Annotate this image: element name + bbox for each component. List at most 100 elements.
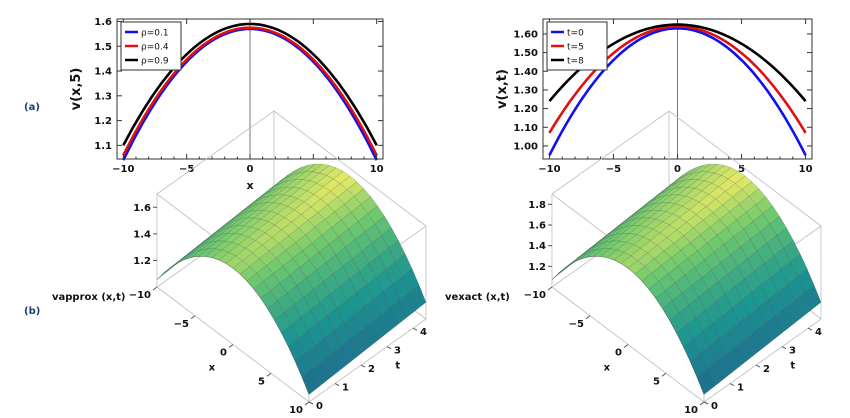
b-left-xtick-label: −10 [129,290,151,301]
b-left-xtick-label: 5 [258,376,265,387]
b-left-ttick-mark [386,346,392,350]
b-right-xtick-label: −5 [569,319,584,330]
a-right-legend-label-0: t=0 [567,29,584,39]
a-left-legend-label-0: ρ=0.1 [141,29,169,39]
b-right-ttick-label: 1 [737,383,744,394]
b-left-xtick-label: −5 [174,319,189,330]
a-left-ylabel: v(x,5) [69,68,84,111]
b-left-ttick-label: 0 [316,401,323,412]
b-right-box-edge [668,110,822,227]
b-right-surface-patch [765,315,783,342]
b-left-ttick-label: 1 [342,383,349,394]
b-right-xtick-mark [699,401,705,406]
b-right-surface-patch [794,292,812,319]
a-right-xtick-label: 5 [738,164,745,175]
b-right-ttick-mark [807,327,813,331]
b-right-surface-front-edge [551,256,705,395]
b-right-tlabel: t [790,360,795,371]
a-right-legend-label-2: t=8 [567,57,584,67]
b-right-surface-patch [735,338,754,365]
b-left-xlabel: x [209,362,216,373]
a-right-ytick-label: 1.00 [513,141,538,152]
b-right-surface-patch [716,353,734,380]
b-left-xtick-label: 0 [220,348,227,359]
b-right-surface-patch [784,300,802,326]
a-left-ytick-label: 1.5 [94,42,112,53]
b-left-ttick-mark [412,327,418,331]
b-right-surface-patch [774,307,793,334]
a-right-legend-label-1: t=5 [567,43,584,53]
a-left-xtick-label: 10 [370,164,384,175]
a-right-ytick-label: 1.50 [513,48,538,59]
b-right-ttick-label: 0 [711,401,718,412]
b-left-xtick-mark [266,372,272,377]
panel-label-a: (a) [24,102,40,113]
a-left-ytick-label: 1.6 [94,17,112,28]
b-left-box-edge [273,110,427,227]
a-right-series-1 [548,25,807,134]
b-right-xtick-label: 5 [653,376,660,387]
a-left-legend-label-1: ρ=0.4 [141,43,169,53]
b-left-xtick-mark [228,344,234,348]
b-right-xtick-mark [623,344,629,348]
b-left-tlabel: t [395,360,400,371]
b-right-ttick-mark [703,401,709,405]
a-right-ytick-label: 1.20 [513,104,538,115]
b-right-ttick-label: 4 [815,327,822,338]
a-left-xtick-label: −10 [112,164,134,175]
b-left-ztick-label: 1.4 [133,229,151,240]
b-right-ttick-mark [781,346,787,350]
b-right-surface-patch [804,284,822,311]
b-left-zlabel: vapprox (x,t) [52,292,126,303]
b-right-xtick-label: 10 [684,405,698,416]
b-right-xtick-mark [585,315,591,320]
b-left-ttick-label: 2 [368,364,375,375]
b-right-xtick-label: −10 [524,290,546,301]
a-right-legend: t=0 t=5 t=8 [546,21,608,71]
b-left-ttick-mark [334,383,340,387]
a-left-ytick-label: 1.4 [94,67,112,78]
a-right-xtick-label: 10 [799,164,813,175]
b-right-zlabel: vexact (x,t) [445,292,510,303]
b-right-ztick-label: 1.8 [528,200,546,211]
b-right-surface-patch [726,346,744,372]
b-left-ttick-mark [360,364,366,368]
b-left-xtick-mark [152,286,158,291]
b-left-surface-patch [301,369,320,395]
b-right-xtick-mark [661,372,667,377]
b-left-ztick-label: 1.2 [133,256,151,267]
a-left-legend: ρ=0.1 ρ=0.4 ρ=0.9 [120,21,182,71]
b-left-xtick-label: 10 [289,405,303,416]
b-right-box-edge [703,318,822,403]
b-right-ttick-label: 3 [789,346,796,357]
a-right-xtick-label: −5 [606,164,621,175]
b-left-ttick-label: 4 [420,327,427,338]
a-left-ytick-label: 1.1 [94,141,112,152]
b-right-surface-patch [696,369,715,395]
b-right-ttick-mark [755,364,761,368]
a-left-chart: −10−505101.11.21.31.41.51.6xv(x,5)ρ=0.1ρ… [69,17,384,192]
a-right-ytick-label: 1.40 [513,67,538,78]
a-left-xlabel: x [246,179,253,192]
b-left-box-edge [308,318,427,403]
a-right-ytick-label: 1.10 [513,123,538,134]
a-left-xtick-label: 0 [247,164,254,175]
b-right-xlabel: x [604,362,611,373]
a-left-xtick-label: −5 [179,164,194,175]
b-left-box-edge [156,110,275,195]
a-right-xtick-label: 0 [674,164,681,175]
a-right-chart: −10−505101.001.101.201.301.401.501.60xv(… [495,18,813,192]
a-right-ytick-label: 1.60 [513,29,538,40]
b-left-surface-front-edge [156,256,310,395]
b-right-ttick-label: 2 [763,364,770,375]
b-right-box-edge [551,110,670,195]
panel-label-b: (b) [24,306,41,317]
b-right-xtick-label: 0 [615,348,622,359]
a-left-legend-label-2: ρ=0.9 [141,57,169,67]
a-left-ytick-label: 1.3 [94,91,112,102]
b-right-ztick-label: 1.4 [528,241,546,252]
a-right-ytick-label: 1.30 [513,85,538,96]
